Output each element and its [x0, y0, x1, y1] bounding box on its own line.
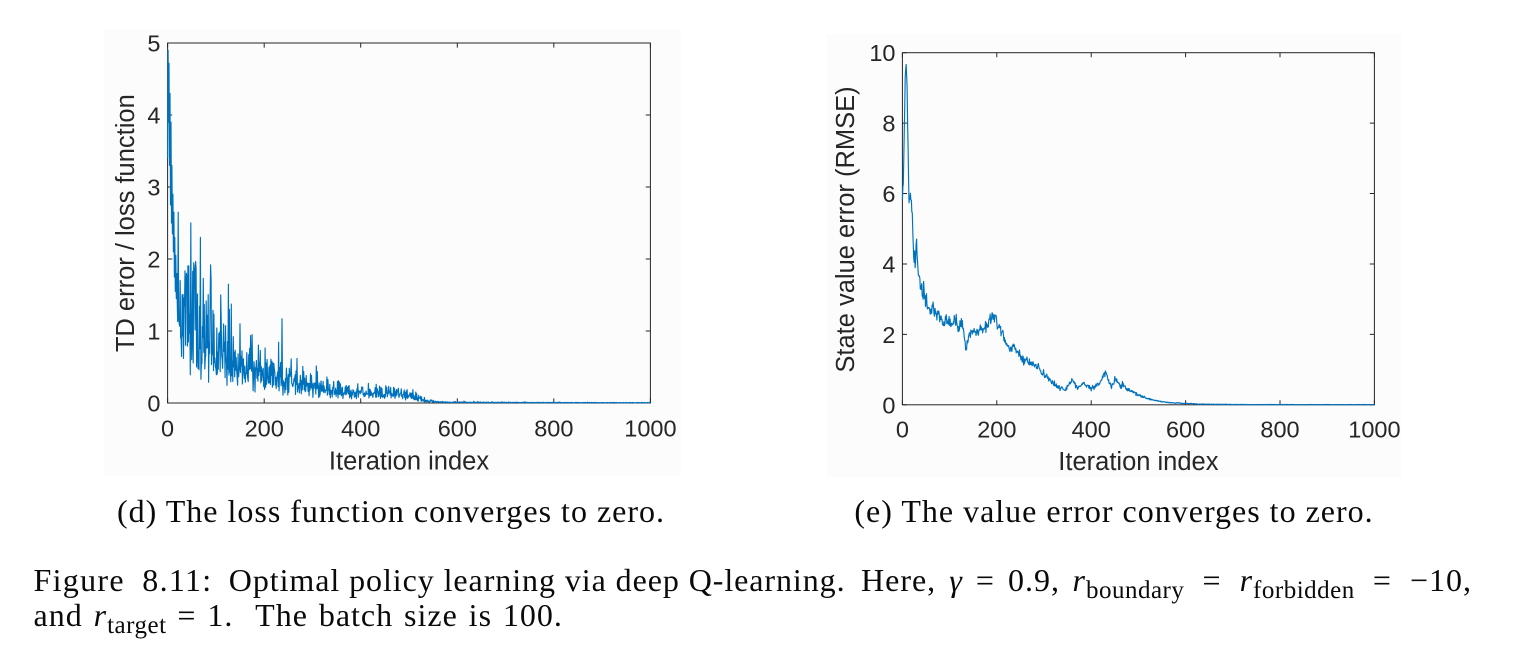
svg-text:600: 600	[1166, 417, 1205, 443]
svg-text:5: 5	[147, 31, 160, 57]
svg-text:1000: 1000	[624, 415, 676, 441]
svg-text:3: 3	[147, 175, 160, 201]
svg-text:1: 1	[147, 319, 160, 345]
svg-text:4: 4	[882, 252, 895, 278]
svg-text:0: 0	[882, 392, 895, 418]
svg-text:TD error / loss function: TD error / loss function	[112, 94, 140, 352]
svg-text:8: 8	[882, 111, 895, 137]
svg-text:800: 800	[1260, 417, 1299, 443]
svg-text:Iteration index: Iteration index	[329, 447, 489, 475]
svg-text:400: 400	[341, 415, 380, 441]
svg-text:2: 2	[882, 322, 895, 348]
svg-text:0: 0	[147, 391, 160, 417]
svg-text:0: 0	[161, 415, 174, 441]
svg-text:200: 200	[977, 417, 1016, 443]
svg-text:800: 800	[534, 415, 573, 441]
svg-text:State value error (RMSE): State value error (RMSE)	[832, 86, 860, 372]
svg-text:4: 4	[147, 103, 160, 129]
svg-text:6: 6	[882, 181, 895, 207]
svg-text:10: 10	[869, 40, 895, 66]
svg-text:200: 200	[245, 415, 284, 441]
svg-text:2: 2	[147, 247, 160, 273]
svg-text:600: 600	[438, 415, 477, 441]
svg-text:400: 400	[1072, 417, 1111, 443]
svg-text:0: 0	[896, 417, 909, 443]
svg-text:1000: 1000	[1348, 417, 1400, 443]
svg-text:Iteration index: Iteration index	[1058, 448, 1218, 476]
